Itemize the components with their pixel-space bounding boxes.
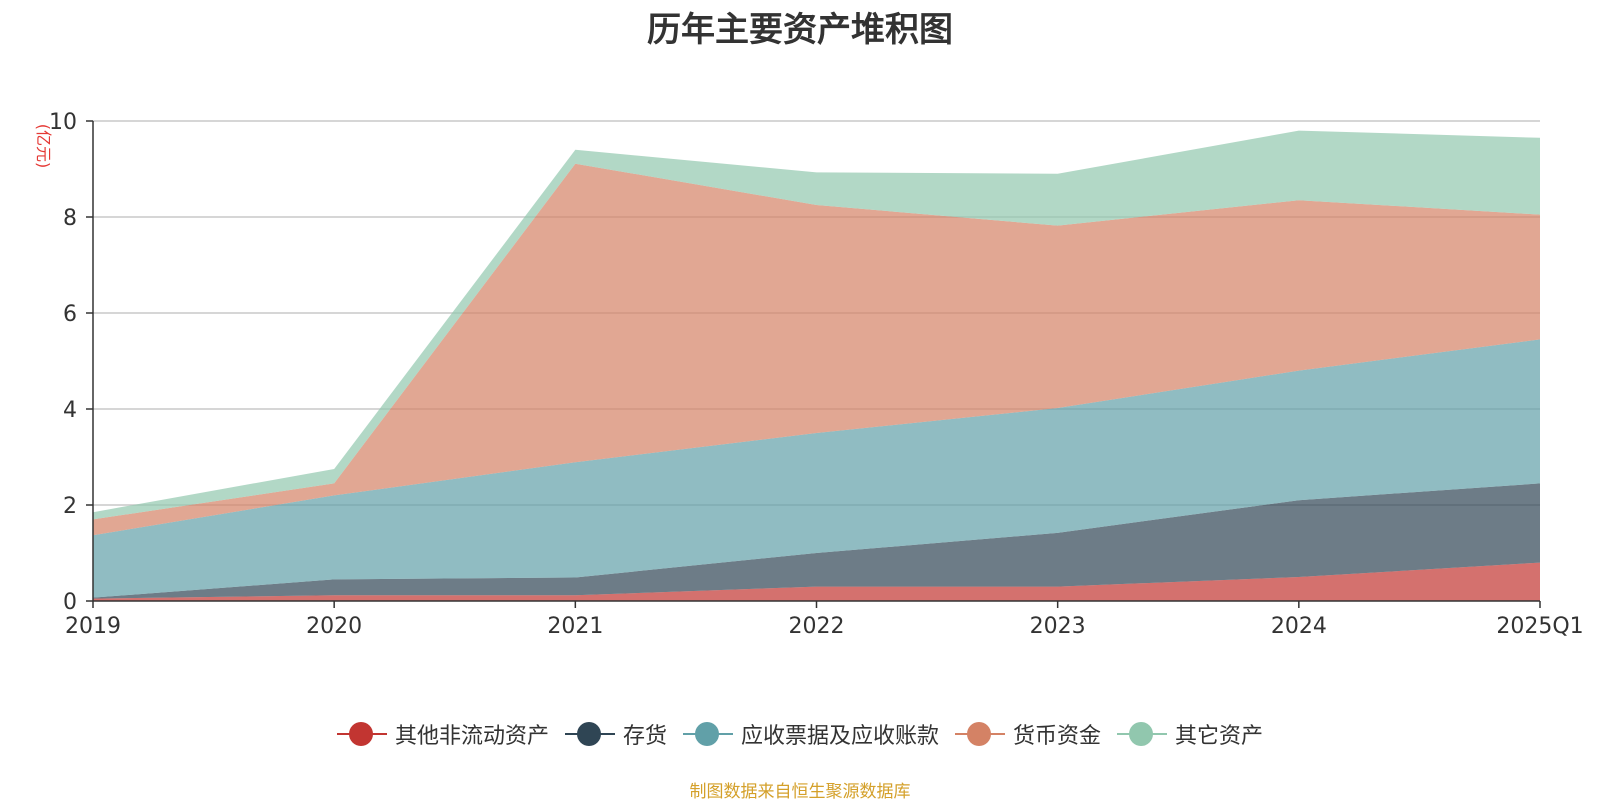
legend-label: 其它资产 bbox=[1175, 724, 1264, 749]
legend-label: 应收票据及应收账款 bbox=[740, 724, 939, 749]
legend-marker-icon bbox=[564, 720, 615, 748]
area-其它资产 bbox=[93, 130, 1540, 520]
x-tick-label: 2019 bbox=[65, 614, 121, 639]
legend-label: 货币资金 bbox=[1013, 724, 1102, 749]
legend-label: 存货 bbox=[622, 724, 667, 749]
y-tick-label: 0 bbox=[63, 590, 77, 615]
y-tick-label: 4 bbox=[63, 398, 77, 423]
y-tick-label: 8 bbox=[63, 206, 77, 231]
legend-marker-icon bbox=[336, 720, 387, 748]
y-tick-label: 10 bbox=[49, 110, 77, 135]
area-存货 bbox=[93, 483, 1540, 599]
x-tick-label: 2022 bbox=[789, 614, 845, 639]
legend-item[interactable]: 货币资金 bbox=[955, 718, 1101, 750]
x-tick-label: 2020 bbox=[306, 614, 362, 639]
y-tick-label: 6 bbox=[63, 302, 77, 327]
area-货币资金 bbox=[93, 163, 1540, 536]
x-tick-label: 2021 bbox=[547, 614, 603, 639]
legend-label: 其他非流动资产 bbox=[394, 724, 549, 749]
chart-title: 历年主要资产堆积图 bbox=[647, 10, 953, 50]
area-其他非流动资产 bbox=[93, 562, 1540, 601]
legend-item[interactable]: 存货 bbox=[564, 718, 667, 750]
legend-item[interactable]: 应收票据及应收账款 bbox=[682, 718, 939, 750]
source-note: 制图数据来自恒生聚源数据库 bbox=[689, 782, 911, 802]
x-tick-label: 2023 bbox=[1030, 614, 1086, 639]
y-tick-label: 2 bbox=[63, 494, 77, 519]
legend-marker-icon bbox=[1117, 720, 1168, 748]
area-应收票据及应收账款 bbox=[93, 339, 1540, 598]
chart-legend: 其他非流动资产 存货 应收票据及应收账款 货币资金 其它资产 bbox=[0, 718, 1600, 750]
x-tick-label: 2025Q1 bbox=[1496, 614, 1583, 639]
y-axis-unit-label: (亿元) bbox=[34, 124, 53, 169]
legend-marker-icon bbox=[682, 720, 733, 748]
legend-item[interactable]: 其它资产 bbox=[1117, 718, 1263, 750]
legend-item[interactable]: 其他非流动资产 bbox=[336, 718, 549, 750]
legend-marker-icon bbox=[955, 720, 1005, 748]
x-tick-label: 2024 bbox=[1271, 614, 1327, 639]
